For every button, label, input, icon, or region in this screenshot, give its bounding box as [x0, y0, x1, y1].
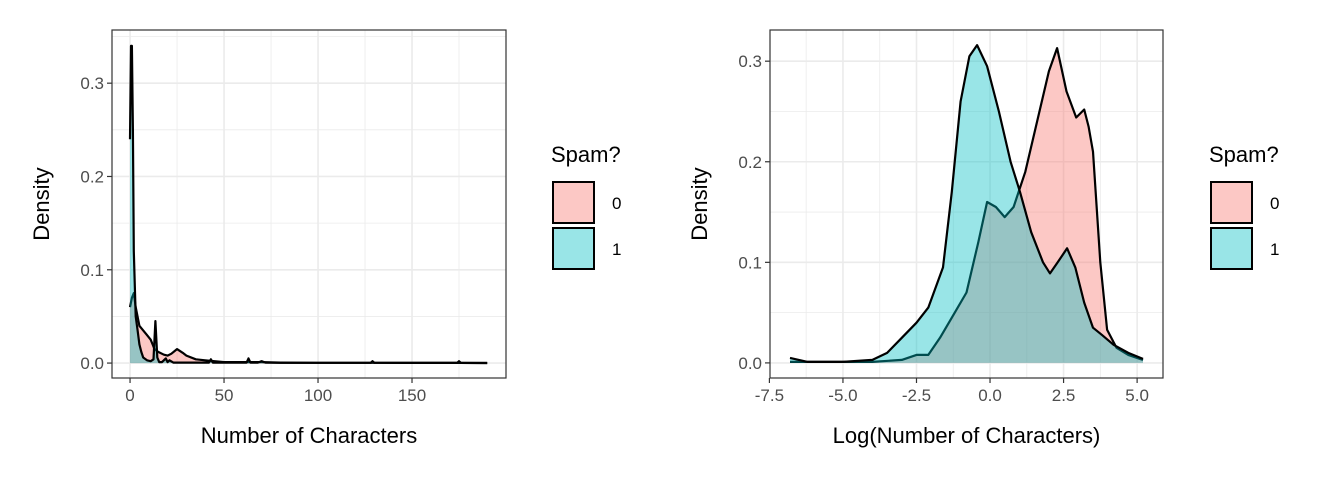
legend-key-bg [1210, 181, 1253, 224]
legend-title: Spam? [551, 142, 621, 167]
legend: Spam? 0 1 [551, 142, 621, 270]
legend-label: 0 [612, 194, 621, 213]
y-axis-title: Density [687, 167, 712, 240]
density-area-spam-1 [790, 45, 1143, 363]
legend-key-1 [1210, 227, 1253, 270]
y-tick-label: 0.1 [80, 261, 104, 280]
density-line-spam-1 [789, 44, 1144, 363]
x-tick-label: 100 [304, 386, 332, 405]
x-tick-label: 50 [215, 386, 234, 405]
x-tick-label: 0.0 [978, 386, 1002, 405]
panel-border [111, 29, 507, 379]
x-axis-title: Log(Number of Characters) [833, 423, 1101, 448]
legend-key-bg [552, 227, 595, 270]
density-line-spam-1 [128, 44, 488, 365]
legend-label: 1 [612, 240, 621, 259]
x-tick-label: -2.5 [902, 386, 931, 405]
y-tick-label: 0.3 [738, 52, 762, 71]
y-tick-label: 0.0 [738, 354, 762, 373]
x-axis-title: Number of Characters [201, 423, 417, 448]
chart-panel-1: 0 50 100 150 0.0 0.1 0.2 0.3 Number of Character… [29, 29, 621, 448]
legend: Spam? 0 1 [1209, 142, 1279, 270]
y-tick-label: 0.1 [738, 253, 762, 272]
x-tick-label: -5.0 [828, 386, 857, 405]
legend-label: 0 [1270, 194, 1279, 213]
y-tick-label: 0.3 [80, 74, 104, 93]
legend-label: 1 [1270, 240, 1279, 259]
legend-key-bg [552, 181, 595, 224]
y-tick-label: 0.0 [80, 354, 104, 373]
legend-key-1 [552, 227, 595, 270]
y-axis-title: Density [29, 167, 54, 240]
legend-key-0 [1210, 181, 1253, 224]
chart-panel-2: -7.5 -5.0 -2.5 0.0 2.5 5.0 0.0 0.1 0.2 0.3 Log(Num… [687, 29, 1279, 448]
legend-key-0 [552, 181, 595, 224]
density-line-spam-0 [128, 292, 488, 365]
legend-title: Spam? [1209, 142, 1279, 167]
y-tick-label: 0.2 [80, 167, 104, 186]
density-line-spam-0 [790, 47, 1144, 363]
density-area-spam-1 [130, 45, 488, 364]
x-tick-label: 150 [398, 386, 426, 405]
x-tick-label: 2.5 [1052, 386, 1076, 405]
x-tick-label: -7.5 [755, 386, 784, 405]
x-tick-label: 5.0 [1125, 386, 1149, 405]
x-tick-label: 0 [125, 386, 134, 405]
y-tick-label: 0.2 [738, 153, 762, 172]
density-area-spam-0 [790, 48, 1143, 363]
legend-key-bg [1210, 227, 1253, 270]
panel-border [769, 29, 1164, 379]
